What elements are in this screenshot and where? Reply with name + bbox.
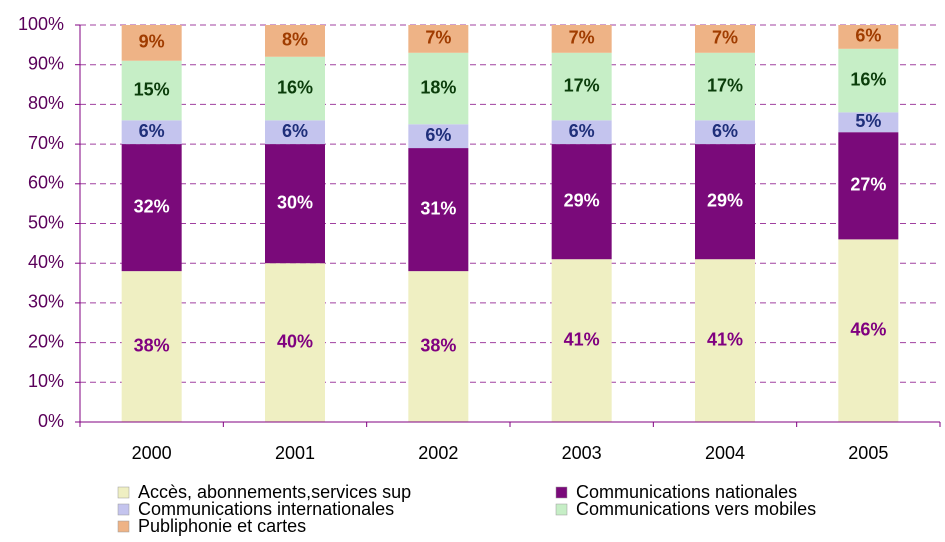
y-tick-label: 60% bbox=[28, 173, 64, 193]
bar-segment bbox=[121, 120, 182, 145]
y-tick-label: 30% bbox=[28, 292, 64, 312]
x-tick-label: 2004 bbox=[705, 443, 745, 463]
bar-segment bbox=[121, 25, 182, 61]
y-tick-label: 100% bbox=[18, 14, 64, 34]
data-label: 16% bbox=[850, 69, 886, 89]
x-tick-label: 2003 bbox=[562, 443, 602, 463]
bar-segment bbox=[838, 48, 899, 113]
data-label: 32% bbox=[134, 196, 170, 216]
legend-swatch bbox=[555, 486, 568, 499]
data-label: 29% bbox=[564, 190, 600, 210]
bar-segment bbox=[695, 52, 755, 121]
y-tick-label: 20% bbox=[28, 331, 64, 351]
data-label: 38% bbox=[134, 335, 170, 355]
data-label: 16% bbox=[277, 77, 313, 97]
legend-label: Communications nationales bbox=[576, 482, 797, 502]
data-label: 17% bbox=[707, 75, 743, 95]
legend-label: Communications internationales bbox=[138, 499, 394, 519]
data-label: 18% bbox=[420, 77, 456, 97]
x-tick-label: 2001 bbox=[275, 443, 315, 463]
data-label: 29% bbox=[707, 190, 743, 210]
bar-segment bbox=[265, 144, 325, 264]
bar-segment bbox=[408, 271, 469, 422]
data-label: 7% bbox=[425, 28, 451, 48]
data-label: 30% bbox=[277, 192, 313, 212]
y-tick-label: 80% bbox=[28, 93, 64, 113]
data-label: 9% bbox=[139, 32, 165, 52]
legend-label: Communications vers mobiles bbox=[576, 499, 816, 519]
data-label: 31% bbox=[420, 198, 456, 218]
bar-segment bbox=[695, 259, 755, 422]
y-tick-label: 90% bbox=[28, 53, 64, 73]
bar-segment bbox=[121, 60, 182, 121]
data-label: 38% bbox=[420, 335, 456, 355]
data-label: 41% bbox=[707, 329, 743, 349]
bar-segment bbox=[265, 25, 325, 57]
bar-segment bbox=[408, 148, 469, 272]
bar-segment bbox=[838, 132, 899, 240]
x-tick-label: 2000 bbox=[132, 443, 172, 463]
bar-segment bbox=[408, 25, 469, 53]
data-label: 46% bbox=[850, 319, 886, 339]
bar-segment bbox=[551, 144, 612, 260]
bar-segment bbox=[838, 112, 899, 133]
bar-segment bbox=[838, 25, 899, 49]
data-label: 7% bbox=[712, 28, 738, 48]
bar-segment bbox=[265, 263, 325, 422]
bar-segment bbox=[695, 25, 755, 53]
legend-label: Publiphonie et cartes bbox=[138, 516, 306, 536]
y-tick-label: 40% bbox=[28, 252, 64, 272]
bar-segment bbox=[695, 144, 755, 260]
x-tick-label: 2002 bbox=[418, 443, 458, 463]
data-label: 41% bbox=[564, 329, 600, 349]
data-label: 6% bbox=[712, 121, 738, 141]
legend-swatch bbox=[117, 503, 130, 516]
data-label: 15% bbox=[134, 79, 170, 99]
y-tick-label: 50% bbox=[28, 212, 64, 232]
bar-segment bbox=[265, 120, 325, 145]
bar-segment bbox=[408, 124, 469, 149]
legend-swatch bbox=[117, 520, 130, 533]
legend-swatch bbox=[117, 486, 130, 499]
y-tick-label: 10% bbox=[28, 371, 64, 391]
data-label: 5% bbox=[855, 111, 881, 131]
data-label: 40% bbox=[277, 331, 313, 351]
data-label: 6% bbox=[282, 121, 308, 141]
bar-segment bbox=[695, 120, 755, 145]
bar-segment bbox=[265, 56, 325, 121]
bar-segment bbox=[551, 25, 612, 53]
data-label: 17% bbox=[564, 75, 600, 95]
legend-label: Accès, abonnements,services sup bbox=[138, 482, 411, 502]
bar-segment bbox=[838, 239, 899, 422]
legend-swatch bbox=[555, 503, 568, 516]
y-tick-label: 0% bbox=[38, 411, 64, 431]
bar-segment bbox=[408, 52, 469, 125]
data-label: 6% bbox=[425, 125, 451, 145]
data-label: 27% bbox=[850, 175, 886, 195]
data-label: 6% bbox=[569, 121, 595, 141]
bar-segment bbox=[551, 259, 612, 422]
bar-segment bbox=[551, 120, 612, 145]
data-label: 6% bbox=[855, 26, 881, 46]
data-label: 7% bbox=[569, 28, 595, 48]
data-label: 6% bbox=[139, 121, 165, 141]
x-tick-label: 2005 bbox=[848, 443, 888, 463]
bar-segment bbox=[121, 144, 182, 272]
bar-segment bbox=[551, 52, 612, 121]
bar-segment bbox=[121, 271, 182, 422]
y-tick-label: 70% bbox=[28, 133, 64, 153]
data-label: 8% bbox=[282, 30, 308, 50]
